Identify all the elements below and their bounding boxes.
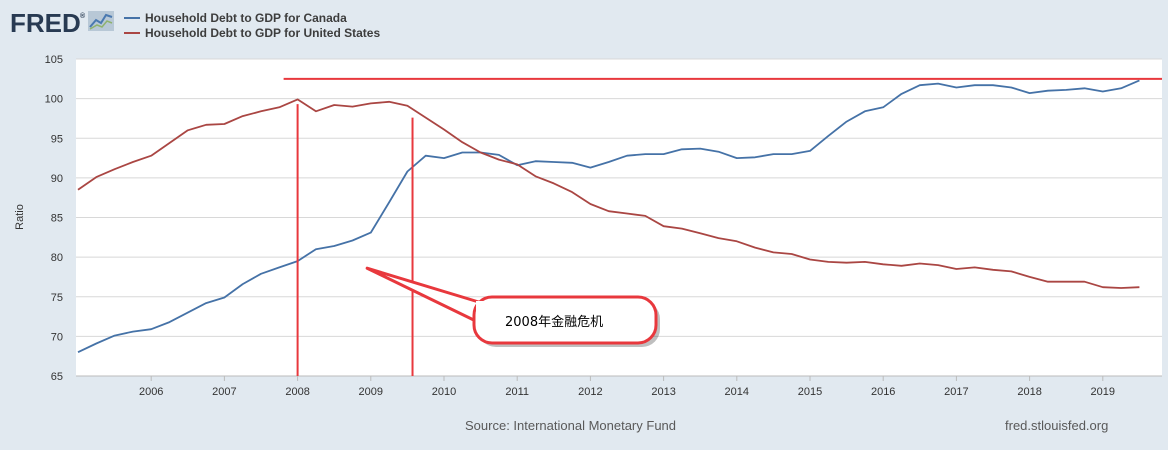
annotations: 2008年金融危机 [283, 77, 1162, 376]
callout-label: 2008年金融危机 [505, 314, 603, 330]
y-tick-label: 105 [45, 54, 63, 66]
x-tick-label: 2011 [505, 386, 529, 398]
y-axis-ticks: 65 70 75 80 85 90 95 100 105 [45, 54, 63, 383]
y-tick-label: 100 [45, 94, 63, 106]
x-tick-label: 2012 [578, 386, 602, 398]
y-tick-label: 85 [51, 213, 63, 225]
y-tick-label: 80 [51, 252, 63, 264]
x-tick-label: 2013 [651, 386, 675, 398]
x-tick-label: 2006 [139, 386, 163, 398]
site-link[interactable]: fred.stlouisfed.org [1005, 418, 1108, 433]
legend-label-canada: Household Debt to GDP for Canada [145, 11, 347, 25]
x-tick-label: 2017 [944, 386, 968, 398]
x-tick-label: 2010 [432, 386, 456, 398]
series-lines [77, 79, 1140, 354]
callout-joint [476, 301, 494, 327]
y-axis-title: Ratio [14, 204, 26, 230]
fred-logo-text: FRED [10, 8, 81, 38]
y-tick-label: 90 [51, 173, 63, 185]
x-axis-ticks: 2006 2007 2008 2009 2010 2011 2012 2013 2014 2015… [76, 375, 1162, 398]
fred-graph-icon [88, 11, 114, 31]
legend-item-united-states[interactable]: Household Debt to GDP for United States [124, 26, 380, 40]
legend-item-canada[interactable]: Household Debt to GDP for Canada [124, 11, 347, 25]
x-tick-label: 2007 [212, 386, 236, 398]
callout-bubble [472, 295, 658, 345]
registered-mark: ® [80, 12, 86, 20]
annotation-callout: 2008年金融危机 [365, 266, 660, 347]
legend: Household Debt to GDP for Canada Househo… [124, 11, 380, 40]
source-text: Source: International Monetary Fund [465, 418, 676, 433]
x-tick-label: 2019 [1091, 386, 1115, 398]
x-tick-label: 2008 [285, 386, 309, 398]
x-tick-label: 2016 [871, 386, 895, 398]
y-tick-label: 65 [51, 371, 63, 383]
y-tick-label: 75 [51, 292, 63, 304]
series-line-canada [77, 79, 1140, 354]
y-tick-label: 70 [51, 331, 63, 343]
y-tick-label: 95 [51, 133, 63, 145]
x-tick-label: 2009 [359, 386, 383, 398]
x-tick-label: 2014 [725, 386, 749, 398]
legend-label-united-states: Household Debt to GDP for United States [145, 26, 380, 40]
x-tick-label: 2015 [798, 386, 822, 398]
x-tick-label: 2018 [1017, 386, 1041, 398]
grid-lines [76, 58, 1162, 377]
series-line-united-states [77, 98, 1140, 289]
fred-logo[interactable]: FRED ® [10, 8, 114, 38]
